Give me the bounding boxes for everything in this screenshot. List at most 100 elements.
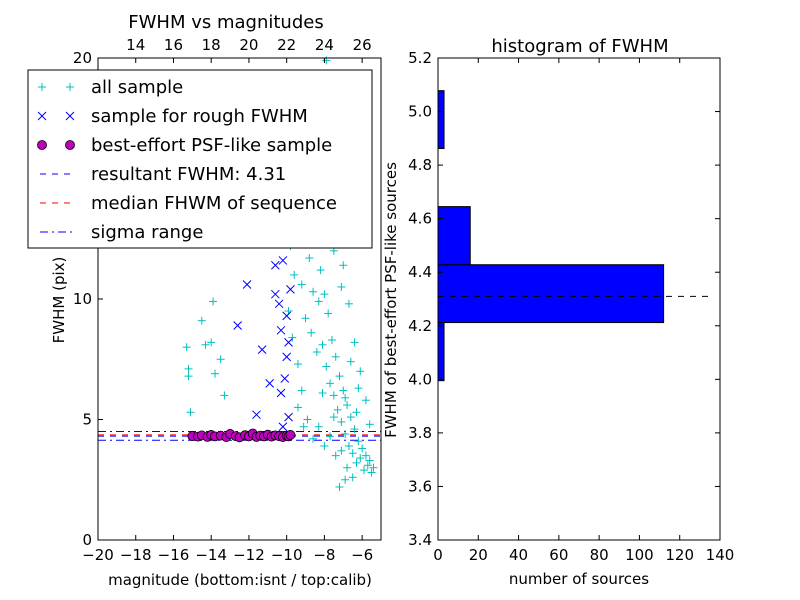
legend-marker-2-b-b: [65, 111, 75, 121]
series-1-point-54: [360, 466, 369, 475]
legend-marker-3-b: [65, 140, 75, 150]
series-2-point-10: [278, 256, 288, 265]
series-1-point-39: [331, 352, 340, 361]
series-2-point-9: [276, 325, 286, 335]
series-2-point-16: [270, 260, 280, 270]
data-series: [182, 56, 378, 491]
series-2-point-2-b: [233, 321, 242, 330]
series-1-point-51: [354, 437, 363, 446]
series-1-point-46: [344, 442, 353, 451]
series-3-point-25: [285, 430, 296, 440]
legend-label-3: best-effort PSF-like sample: [91, 135, 332, 156]
series-1-point-23: [301, 314, 310, 323]
legend-entries: all sample sample for rough FWHM best-effo…: [37, 77, 337, 243]
legend-entry-6: sigma range: [40, 222, 203, 243]
series-1-point-82: [361, 396, 370, 405]
series-1-point-49: [350, 425, 359, 434]
legend-box: [27, 69, 373, 249]
series-1-point-26: [307, 328, 316, 337]
legend-entry-2: sample for rough FWHM: [37, 106, 308, 127]
series-1-point-34: [322, 362, 331, 371]
series-1-point-36: [326, 379, 335, 388]
series-1-point-48: [348, 449, 357, 458]
series-2-point-4-b: [265, 378, 275, 388]
series-1-point-66: [331, 451, 340, 460]
histogram-bar-3: [437, 206, 471, 266]
series-2-point-13-b: [284, 412, 293, 422]
hist-y-tick-label-6: 4.4: [408, 263, 432, 281]
x-tick-label-8: −6: [351, 546, 373, 564]
series-2-point-23: [270, 289, 280, 299]
series-1-point-93: [299, 422, 308, 431]
histogram-x-axis-ticks: 0 20 40 60 80 100 120 140: [433, 58, 734, 564]
series-1-point-35: [324, 309, 333, 318]
y-tick-label-1: 0: [82, 531, 92, 549]
series-1-point-40: [333, 405, 342, 414]
series-1-point-41: [335, 372, 344, 381]
hist-x-tick-label-8: 140: [706, 546, 735, 564]
x-tick-label-7: −8: [313, 546, 335, 564]
series-1-point-60: [293, 403, 302, 412]
legend-marker-1-a: [38, 83, 46, 91]
y-tick-label-4: 20: [73, 49, 92, 67]
histogram-chart-fwhm: histogram of FWHM 0 20 40 60 80 100 120 140 3.4…: [382, 36, 734, 588]
hist-y-tick-label-5: 4.2: [408, 317, 432, 335]
series-1-point-32: [318, 340, 327, 349]
series-1-point-5: [197, 316, 206, 325]
x-tick-label-5: −12: [233, 546, 265, 564]
histogram-bars: [437, 90, 665, 382]
series-2-point-1-b: [242, 280, 252, 289]
series-1-point-52: [356, 454, 365, 463]
series-1-point-83: [365, 420, 374, 429]
series-2-point-5: [252, 410, 261, 420]
series-2-point-23-b: [270, 289, 280, 299]
series-2-point-5-b: [252, 410, 261, 420]
series-1-point-69: [348, 473, 357, 482]
y-tick-label-3: 10: [73, 290, 92, 308]
x-axis-ticks: −20 −18 −16 −14 −12 −10 −8 −6: [82, 535, 373, 564]
series-2-point-12: [282, 352, 292, 362]
hist-y-tick-label-9: 5.0: [408, 103, 432, 121]
series-1: [182, 56, 378, 491]
series-2-point-9-b: [276, 325, 286, 335]
histogram-title: histogram of FWHM: [491, 36, 668, 57]
histogram-bar-1: [437, 322, 445, 382]
legend-marker-2-a: [37, 111, 47, 121]
series-2-point-10-b: [278, 256, 288, 265]
series-2-point-22: [276, 388, 286, 398]
series-2-point-20-b: [282, 311, 292, 321]
series-1-point-65: [326, 432, 335, 441]
top-tick-label-1: 14: [126, 36, 145, 54]
series-1-point-25: [305, 254, 314, 263]
series-2-point-11-b: [280, 374, 290, 383]
series-1-point-59: [369, 463, 378, 472]
y-axis-label: FWHM (pix): [50, 257, 68, 344]
series-1-point-42: [337, 417, 346, 426]
series-1-point-90: [346, 357, 355, 366]
x-tick-label-2: −18: [120, 546, 152, 564]
series-1-point-30: [314, 297, 323, 306]
series-1-point-68: [343, 463, 352, 472]
series-1-point-7: [210, 369, 219, 378]
series-1-point-80: [350, 338, 359, 347]
histogram-bar-5: [437, 90, 445, 150]
series-1-point-61: [303, 415, 312, 424]
legend-label-4: resultant FWHM: 4.31: [91, 164, 286, 185]
series-1-point-21: [297, 280, 306, 289]
series-1-point-43: [339, 386, 348, 395]
hist-y-tick-label-8: 4.8: [408, 156, 432, 174]
series-1-point-63: [314, 422, 323, 431]
series-1-point-95: [329, 413, 338, 422]
legend-entry-1: all sample: [38, 77, 183, 98]
chart-title: FWHM vs magnitudes: [128, 12, 323, 33]
series-1-point-17: [290, 270, 299, 279]
series-2-point-15: [286, 285, 295, 294]
series-1-point-91: [354, 384, 363, 393]
series-1-point-45: [343, 401, 352, 410]
series-1-point-78: [339, 261, 348, 270]
legend-label-2: sample for rough FWHM: [91, 106, 308, 127]
series-1-point-97: [352, 408, 361, 417]
series-2-point-8-b: [274, 299, 284, 309]
series-1-point-9: [216, 355, 225, 364]
series-1-point-31: [316, 266, 325, 275]
